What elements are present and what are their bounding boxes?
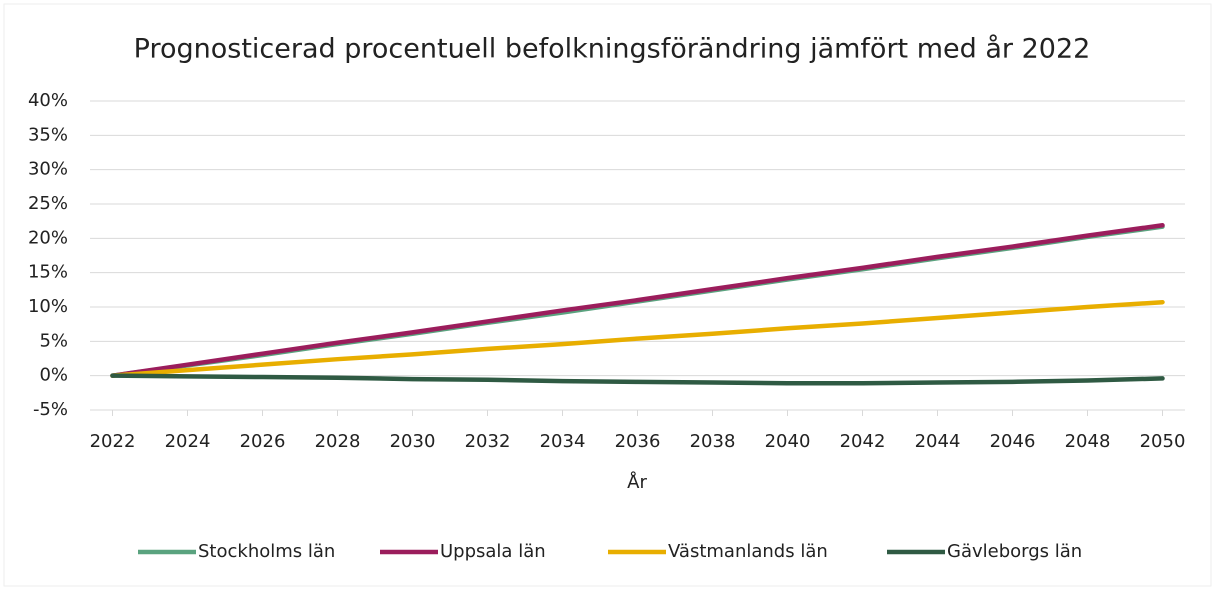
legend-label: Västmanlands län xyxy=(668,541,828,562)
y-tick-label: -5% xyxy=(33,399,68,420)
chart-frame xyxy=(3,3,1212,587)
legend-label: Uppsala län xyxy=(440,541,546,562)
x-tick-label: 2050 xyxy=(1140,431,1186,452)
x-tick-label: 2026 xyxy=(240,431,286,452)
x-tick-label: 2028 xyxy=(315,431,361,452)
series-line xyxy=(110,299,1165,378)
x-tick-label: 2040 xyxy=(765,431,811,452)
chart-title: Prognosticerad procentuell befolkningsfö… xyxy=(134,34,1091,65)
x-tick-label: 2024 xyxy=(165,431,211,452)
legend-label: Stockholms län xyxy=(198,541,335,562)
y-tick-label: 5% xyxy=(39,330,68,351)
x-tick-label: 2036 xyxy=(615,431,661,452)
x-tick-label: 2032 xyxy=(465,431,511,452)
y-tick-label: 30% xyxy=(28,159,68,180)
x-tick-label: 2022 xyxy=(90,431,136,452)
x-tick-label: 2044 xyxy=(915,431,961,452)
y-tick-label: 35% xyxy=(28,124,68,145)
x-tick-label: 2046 xyxy=(990,431,1036,452)
x-tick-label: 2042 xyxy=(840,431,886,452)
series-line xyxy=(110,373,1165,386)
y-tick-label: 20% xyxy=(28,227,68,248)
series-line xyxy=(110,223,1165,378)
x-tick-label: 2048 xyxy=(1065,431,1111,452)
x-tick-label: 2034 xyxy=(540,431,586,452)
x-tick-label: 2030 xyxy=(390,431,436,452)
y-tick-label: 15% xyxy=(28,262,68,283)
x-tick-label: 2038 xyxy=(690,431,736,452)
y-tick-label: 40% xyxy=(28,90,68,111)
x-axis-title: År xyxy=(627,471,647,493)
y-tick-label: 10% xyxy=(28,296,68,317)
y-tick-label: 0% xyxy=(39,365,68,386)
y-tick-label: 25% xyxy=(28,193,68,214)
legend-label: Gävleborgs län xyxy=(947,541,1082,562)
